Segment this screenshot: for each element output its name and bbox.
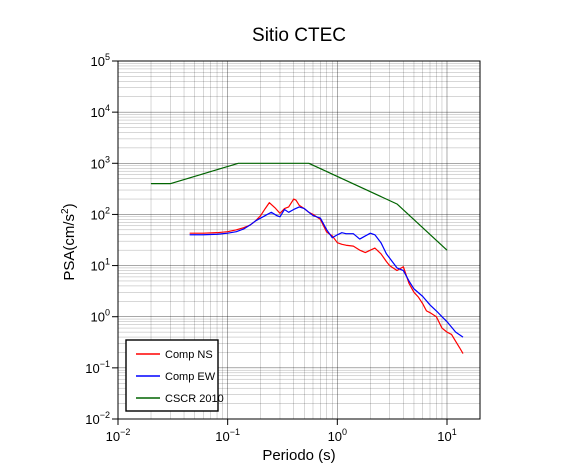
tick-labels: 10−2 10−1 100 101 10−2 10−1 100 101 102 103 104 105 [85, 52, 456, 444]
y-tick-label: 102 [91, 205, 110, 222]
series-layer [151, 162, 464, 354]
y-tick-label: 10−1 [85, 359, 110, 376]
y-axis-label-base: PSA(cm/s [61, 214, 78, 281]
x-axis-label: Periodo (s) [262, 447, 335, 464]
series-line-2 [189, 206, 464, 338]
legend-label-2: Comp EW [165, 371, 216, 383]
legend-label-1: Comp NS [165, 349, 213, 361]
series-line-1 [189, 198, 464, 354]
y-tick-label: 104 [91, 103, 110, 120]
x-tick-label: 10−2 [106, 427, 131, 444]
y-tick-label: 101 [91, 257, 110, 274]
x-tick-label: 101 [437, 427, 456, 444]
legend-items: Comp NS Comp EW CSCR 2010 [136, 349, 224, 405]
plot-frame [117, 60, 481, 420]
y-tick-label: 105 [91, 52, 110, 69]
y-tick-label: 103 [91, 154, 110, 171]
x-tick-label: 100 [328, 427, 347, 444]
y-tick-label: 100 [91, 308, 110, 325]
y-tick-label: 10−2 [85, 410, 110, 427]
y-axis-label-close: ) [61, 203, 78, 208]
legend: Comp NS Comp EW CSCR 2010 [125, 339, 224, 412]
x-tick-label: 10−1 [215, 427, 240, 444]
legend-label-3: CSCR 2010 [165, 393, 224, 405]
y-axis-label: PSA(cm/s2) [60, 203, 78, 280]
ticks [112, 60, 448, 425]
series-line-3 [151, 162, 448, 251]
chart-title: Sitio CTEC [252, 25, 346, 46]
y-axis-label-sup: 2 [60, 208, 71, 214]
